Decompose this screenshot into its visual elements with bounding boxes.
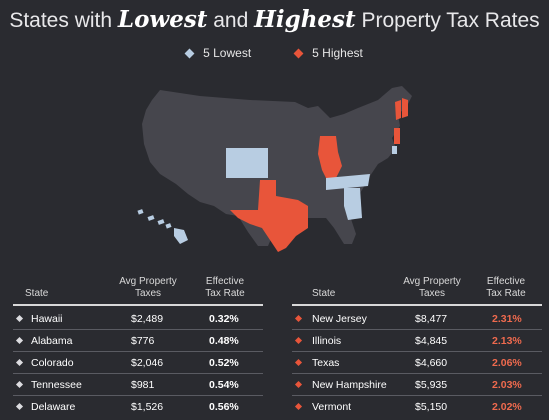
rate-cell: 2.06% bbox=[492, 357, 522, 369]
state-alabama bbox=[344, 188, 362, 220]
state-vermont bbox=[395, 100, 401, 120]
bullet-diamond-icon bbox=[294, 336, 303, 345]
lowest-header-rate-line1: Effective bbox=[205, 276, 245, 287]
hawaii-islands bbox=[137, 209, 188, 244]
avg-tax-cell: $1,526 bbox=[131, 401, 164, 413]
state-new-jersey bbox=[394, 128, 400, 144]
lowest-table-header: State Avg Property Taxes Effective Tax Rat… bbox=[13, 268, 263, 304]
bullet-diamond-icon bbox=[15, 336, 24, 345]
rate-cell: 0.52% bbox=[209, 357, 239, 369]
title-part-3: Property Tax Rates bbox=[355, 9, 540, 32]
table-row: Colorado $2,046 0.52% bbox=[13, 352, 263, 374]
rate-cell: 2.03% bbox=[492, 379, 522, 391]
highest-header-avg-line1: Avg Property bbox=[403, 276, 461, 287]
bullet-diamond-icon bbox=[294, 402, 303, 411]
avg-tax-cell: $776 bbox=[131, 335, 155, 347]
table-row: Texas $4,660 2.06% bbox=[292, 352, 542, 374]
title-highest: Highest bbox=[254, 6, 356, 33]
state-texas bbox=[230, 180, 308, 252]
table-row: Delaware $1,526 0.56% bbox=[13, 396, 263, 417]
rate-cell: 0.32% bbox=[209, 313, 239, 325]
legend-lowest-label: 5 Lowest bbox=[203, 46, 252, 60]
highest-table-header: State Avg Property Taxes Effective Tax Rat… bbox=[292, 268, 542, 304]
highest-header-state: State bbox=[312, 288, 336, 299]
rate-cell: 0.48% bbox=[209, 335, 239, 347]
highest-header-rate: Effective Tax Rate bbox=[476, 276, 536, 300]
page-title: States with Lowest and Highest Property … bbox=[0, 6, 549, 33]
rate-cell: 0.56% bbox=[209, 401, 239, 413]
table-row: Tennessee $981 0.54% bbox=[13, 374, 263, 396]
legend-highest: 5 Highest bbox=[293, 46, 363, 60]
state-cell: Illinois bbox=[312, 335, 342, 347]
us-map-graphic bbox=[137, 86, 412, 252]
state-cell: Vermont bbox=[312, 401, 352, 413]
bullet-diamond-icon bbox=[15, 314, 24, 323]
rate-cell: 2.31% bbox=[492, 313, 522, 325]
avg-tax-cell: $5,150 bbox=[415, 401, 448, 413]
state-cell: Delaware bbox=[31, 401, 76, 413]
avg-tax-cell: $5,935 bbox=[415, 379, 448, 391]
table-row: Hawaii $2,489 0.32% bbox=[13, 308, 263, 330]
state-cell: New Jersey bbox=[312, 313, 367, 325]
legend-highest-label: 5 Highest bbox=[312, 46, 363, 60]
lowest-header-avg: Avg Property Taxes bbox=[108, 276, 188, 300]
state-cell: New Hampshire bbox=[312, 379, 387, 391]
avg-tax-cell: $2,489 bbox=[131, 313, 164, 325]
state-cell: Hawaii bbox=[31, 313, 63, 325]
state-illinois bbox=[318, 136, 342, 182]
highest-diamond-icon bbox=[293, 48, 304, 58]
state-cell: Alabama bbox=[31, 335, 73, 347]
state-tennessee bbox=[326, 174, 370, 190]
state-delaware bbox=[392, 146, 397, 154]
highest-header-rate-line2: Tax Rate bbox=[486, 288, 526, 299]
avg-tax-cell: $2,046 bbox=[131, 357, 164, 369]
rate-cell: 2.02% bbox=[492, 401, 522, 413]
us-map bbox=[130, 78, 430, 253]
avg-tax-cell: $4,845 bbox=[415, 335, 448, 347]
highest-header-rate-line1: Effective bbox=[486, 276, 526, 287]
lowest-header-rate-line2: Tax Rate bbox=[205, 288, 245, 299]
legend-lowest: 5 Lowest bbox=[184, 46, 252, 60]
lowest-header-avg-line1: Avg Property bbox=[119, 276, 177, 287]
state-cell: Tennessee bbox=[31, 379, 82, 391]
state-new-hampshire bbox=[402, 98, 408, 118]
state-cell: Texas bbox=[312, 357, 340, 369]
table-row: New Hampshire $5,935 2.03% bbox=[292, 374, 542, 396]
avg-tax-cell: $8,477 bbox=[415, 313, 448, 325]
bullet-diamond-icon bbox=[15, 380, 24, 389]
bullet-diamond-icon bbox=[294, 358, 303, 367]
title-part-2: and bbox=[207, 9, 255, 32]
highest-table-divider bbox=[292, 304, 542, 306]
rate-cell: 0.54% bbox=[209, 379, 239, 391]
lowest-table-divider bbox=[13, 304, 263, 306]
bullet-diamond-icon bbox=[15, 402, 24, 411]
highest-header-avg: Avg Property Taxes bbox=[392, 276, 472, 300]
bullet-diamond-icon bbox=[15, 358, 24, 367]
highest-header-avg-line2: Taxes bbox=[418, 288, 446, 299]
lowest-table-body: Hawaii $2,489 0.32% Alabama $776 0.48% Colorad… bbox=[13, 308, 263, 417]
title-lowest: Lowest bbox=[117, 6, 208, 33]
table-row: Vermont $5,150 2.02% bbox=[292, 396, 542, 417]
avg-tax-cell: $4,660 bbox=[415, 357, 448, 369]
state-colorado bbox=[226, 148, 268, 178]
lowest-diamond-icon bbox=[184, 48, 195, 58]
bullet-diamond-icon bbox=[294, 314, 303, 323]
avg-tax-cell: $981 bbox=[131, 379, 155, 391]
rate-cell: 2.13% bbox=[492, 335, 522, 347]
highest-table-body: New Jersey $8,477 2.31% Illinois $4,845 2.13%… bbox=[292, 308, 542, 417]
lowest-table: State Avg Property Taxes Effective Tax Rat… bbox=[13, 268, 263, 417]
highest-table: State Avg Property Taxes Effective Tax Rat… bbox=[292, 268, 542, 417]
table-row: Alabama $776 0.48% bbox=[13, 330, 263, 352]
state-cell: Colorado bbox=[31, 357, 74, 369]
table-row: Illinois $4,845 2.13% bbox=[292, 330, 542, 352]
lowest-header-state: State bbox=[25, 288, 49, 299]
table-row: New Jersey $8,477 2.31% bbox=[292, 308, 542, 330]
lowest-header-avg-line2: Taxes bbox=[134, 288, 162, 299]
legend: 5 Lowest 5 Highest bbox=[0, 46, 549, 60]
title-part-1: States with bbox=[9, 9, 118, 32]
lowest-header-rate: Effective Tax Rate bbox=[195, 276, 255, 300]
bullet-diamond-icon bbox=[294, 380, 303, 389]
